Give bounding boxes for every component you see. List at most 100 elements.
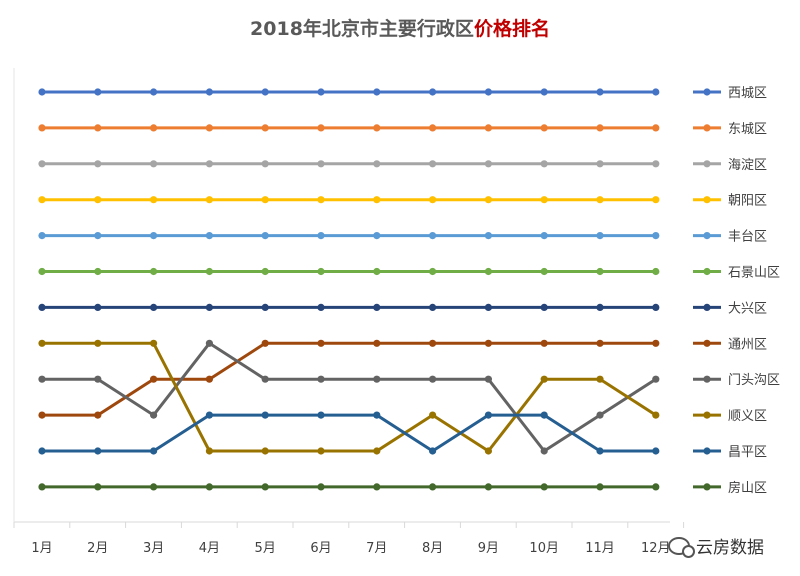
data-point bbox=[94, 88, 102, 96]
data-point bbox=[596, 303, 604, 311]
legend-label: 海淀区 bbox=[728, 158, 767, 173]
legend-swatch-marker bbox=[703, 375, 711, 383]
legend-item: 门头沟区 bbox=[693, 373, 780, 388]
data-point bbox=[652, 232, 660, 240]
data-point bbox=[317, 196, 325, 204]
data-point bbox=[317, 267, 325, 276]
data-point bbox=[540, 232, 548, 240]
legend-swatch-marker bbox=[703, 303, 711, 311]
data-point bbox=[94, 196, 102, 204]
data-point bbox=[373, 267, 381, 276]
legend-item: 房山区 bbox=[693, 480, 767, 496]
data-point bbox=[429, 375, 437, 383]
data-point bbox=[373, 411, 381, 419]
legend-label: 顺义区 bbox=[728, 409, 767, 424]
x-tick-label: 1月 bbox=[31, 541, 52, 556]
legend-item: 朝阳区 bbox=[693, 194, 767, 209]
legend-item: 西城区 bbox=[693, 86, 767, 101]
data-point bbox=[94, 232, 102, 240]
data-point bbox=[652, 303, 660, 311]
data-point bbox=[652, 267, 660, 276]
legend-item: 昌平区 bbox=[693, 445, 767, 460]
series-line bbox=[42, 341, 656, 417]
data-point bbox=[596, 375, 604, 383]
data-point bbox=[429, 411, 437, 419]
data-point bbox=[652, 88, 660, 96]
legend-label: 门头沟区 bbox=[728, 373, 780, 388]
data-point bbox=[150, 339, 158, 347]
data-point bbox=[317, 232, 325, 240]
data-point bbox=[205, 447, 213, 455]
data-point bbox=[38, 339, 46, 347]
data-point bbox=[540, 375, 548, 383]
data-point bbox=[38, 375, 46, 383]
data-point bbox=[205, 232, 213, 240]
data-point bbox=[429, 267, 437, 276]
data-point bbox=[38, 160, 46, 168]
data-point bbox=[205, 303, 213, 311]
data-point bbox=[484, 232, 492, 240]
data-point bbox=[484, 267, 492, 276]
data-point bbox=[484, 411, 492, 419]
x-tick-label: 6月 bbox=[310, 541, 331, 556]
data-point bbox=[317, 411, 325, 419]
data-point bbox=[94, 447, 102, 455]
data-point bbox=[38, 303, 46, 311]
legend-label: 西城区 bbox=[728, 86, 767, 101]
data-point bbox=[205, 196, 213, 204]
legend-item: 海淀区 bbox=[693, 158, 767, 173]
data-point bbox=[150, 196, 158, 204]
data-point bbox=[429, 196, 437, 204]
series-8 bbox=[38, 339, 660, 419]
data-point bbox=[150, 303, 158, 311]
data-point bbox=[429, 483, 437, 491]
legend-swatch-marker bbox=[703, 339, 711, 347]
data-point bbox=[261, 303, 269, 311]
data-point bbox=[317, 160, 325, 168]
series-10 bbox=[38, 339, 660, 455]
legend-label: 昌平区 bbox=[728, 445, 767, 460]
data-point bbox=[317, 447, 325, 455]
data-point bbox=[94, 124, 102, 132]
x-tick-label: 9月 bbox=[478, 541, 499, 556]
data-point bbox=[373, 303, 381, 311]
data-point bbox=[261, 124, 269, 132]
data-point bbox=[150, 411, 158, 419]
legend-swatch-marker bbox=[703, 124, 711, 132]
legend-swatch-marker bbox=[703, 267, 711, 276]
data-point bbox=[429, 232, 437, 240]
data-point bbox=[429, 447, 437, 455]
data-point bbox=[261, 232, 269, 240]
data-point bbox=[429, 88, 437, 96]
data-point bbox=[484, 196, 492, 204]
legend-item: 石景山区 bbox=[693, 266, 780, 281]
data-point bbox=[373, 88, 381, 96]
data-point bbox=[317, 483, 325, 491]
data-point bbox=[652, 196, 660, 204]
data-point bbox=[596, 483, 604, 491]
data-point bbox=[94, 375, 102, 383]
data-point bbox=[540, 411, 548, 419]
data-point bbox=[373, 339, 381, 347]
data-point bbox=[652, 411, 660, 419]
data-point bbox=[652, 160, 660, 168]
data-point bbox=[429, 160, 437, 168]
data-point bbox=[373, 447, 381, 455]
series-9 bbox=[38, 339, 660, 455]
data-point bbox=[540, 196, 548, 204]
data-point bbox=[94, 483, 102, 491]
chart-title: 2018年北京市主要行政区价格排名 bbox=[0, 14, 800, 41]
x-tick-label: 12月 bbox=[641, 541, 671, 556]
data-point bbox=[652, 447, 660, 455]
data-point bbox=[317, 88, 325, 96]
legend-item: 大兴区 bbox=[693, 301, 767, 316]
series-line bbox=[42, 341, 657, 453]
data-point bbox=[429, 124, 437, 132]
legend-label: 东城区 bbox=[728, 122, 767, 137]
legend-swatch-marker bbox=[703, 88, 711, 96]
data-point bbox=[652, 483, 660, 491]
series-line bbox=[42, 341, 657, 453]
data-point bbox=[540, 447, 548, 455]
data-point bbox=[652, 124, 660, 132]
